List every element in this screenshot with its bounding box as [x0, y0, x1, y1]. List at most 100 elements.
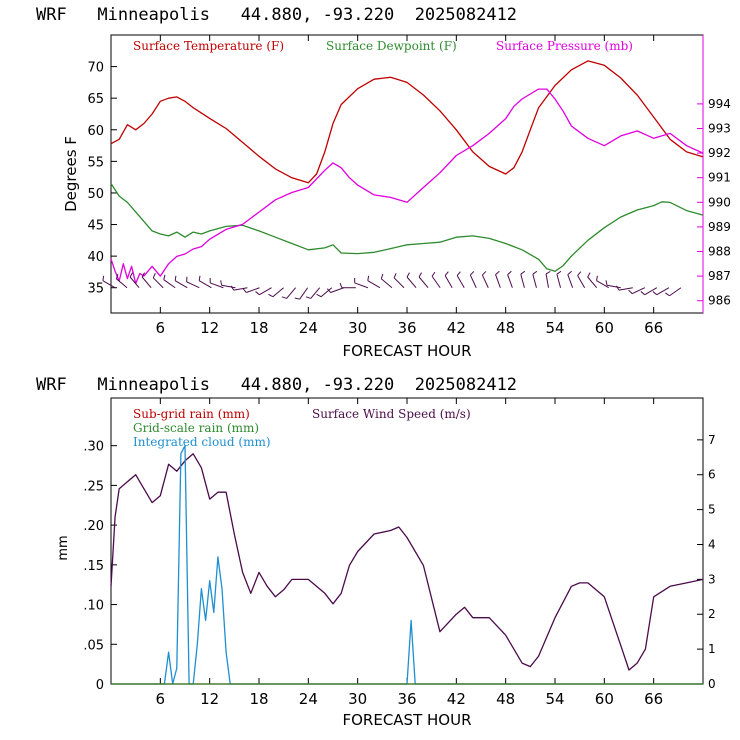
y2-tick-label: 3: [708, 572, 716, 586]
legend-temperature: Surface Temperature (F): [133, 39, 284, 53]
y2-tick-label: 988: [708, 244, 731, 258]
top-plot-frame: [110, 34, 704, 314]
wind-barb: [163, 274, 176, 289]
wind-barb: [652, 287, 670, 296]
legend-integrated-cloud: Integrated cloud (mm): [133, 435, 271, 449]
wind-barb: [354, 277, 369, 289]
wind-barb: [339, 282, 356, 289]
top-x-ticks: 6 12 18 24 30 36 42 48 54 60 66: [156, 35, 663, 337]
y-tick-label: 70: [87, 61, 104, 76]
y-tick-label: .25: [83, 479, 104, 494]
x-tick-label: 60: [595, 690, 614, 708]
legend-wind-speed: Surface Wind Speed (m/s): [312, 407, 471, 421]
bottom-x-axis-label: FORECAST HOUR: [342, 711, 471, 729]
y2-tick-label: 4: [708, 537, 716, 551]
wind-barb: [186, 276, 200, 289]
top-y2-ticks: 986 987 988 989 990 991 992 993 994: [697, 97, 731, 308]
wind-barb: [495, 270, 501, 288]
y2-tick-label: 2: [708, 607, 716, 621]
surface-wind-speed-line: [110, 453, 704, 671]
wind-barb: [469, 271, 477, 288]
y2-tick-label: 990: [708, 195, 731, 209]
top-panel-title: WRF Minneapolis 44.880, -93.220 20250824…: [36, 5, 517, 25]
x-tick-label: 66: [644, 690, 663, 708]
y2-tick-label: 991: [708, 171, 731, 185]
wind-barb: [220, 280, 236, 289]
x-tick-label: 60: [595, 319, 614, 337]
wind-barb: [587, 272, 598, 289]
y2-tick-label: 994: [708, 97, 731, 111]
bottom-series: [110, 445, 704, 685]
wind-barb: [198, 275, 212, 289]
wind-barb: [380, 273, 393, 289]
wind-barb: [115, 273, 128, 289]
x-tick-label: 18: [249, 690, 268, 708]
wind-barb: [507, 270, 513, 288]
y-tick-label: 45: [87, 219, 104, 234]
x-tick-label: 12: [200, 690, 219, 708]
surface-temperature-line: [110, 60, 704, 184]
wind-barb: [393, 273, 405, 289]
x-tick-label: 36: [397, 319, 416, 337]
y-tick-label: .05: [83, 638, 104, 653]
wind-barb: [305, 287, 321, 299]
x-tick-label: 6: [156, 319, 166, 337]
y-tick-label: .30: [83, 440, 104, 455]
wind-barb: [532, 270, 538, 288]
legend-dewpoint: Surface Dewpoint (F): [326, 39, 457, 53]
y-tick-label: 0: [96, 678, 104, 693]
legend-subgrid-rain: Sub-grid rain (mm): [133, 407, 250, 421]
wind-barb: [102, 275, 116, 289]
wind-barb: [141, 272, 152, 289]
wind-barb: [640, 287, 658, 296]
y-tick-label: 40: [87, 250, 104, 265]
x-tick-label: 30: [348, 690, 367, 708]
y2-tick-label: 5: [708, 503, 716, 517]
wind-barb: [628, 287, 646, 295]
wind-barb: [431, 271, 441, 289]
wind-barb: [567, 270, 574, 288]
x-tick-label: 12: [200, 319, 219, 337]
y-tick-label: 60: [87, 124, 104, 139]
x-tick-label: 6: [156, 690, 166, 708]
temperature-panel: WRF Minneapolis 44.880, -93.220 20250824…: [36, 5, 731, 360]
x-tick-label: 18: [249, 319, 268, 337]
wind-barb: [418, 272, 429, 289]
y2-tick-label: 6: [708, 468, 716, 482]
wind-barb: [616, 285, 633, 291]
y2-tick-label: 987: [708, 269, 731, 283]
wind-barb: [665, 287, 682, 297]
wind-barb: [605, 280, 621, 289]
wind-barb: [481, 271, 489, 288]
bottom-x-ticks: 6 12 18 24 30 36 42 48 54 60 66: [156, 398, 663, 708]
wind-barb: [230, 285, 248, 291]
wind-barb: [294, 287, 309, 300]
x-tick-label: 24: [299, 319, 318, 337]
top-series: [110, 60, 704, 285]
y2-tick-label: 0: [708, 677, 716, 691]
wind-barb: [268, 287, 284, 298]
wind-barb: [596, 275, 609, 289]
top-y-axis-label: Degrees F: [62, 136, 80, 212]
y-tick-label: 65: [87, 92, 104, 107]
top-x-axis-label: FORECAST HOUR: [342, 342, 471, 360]
x-tick-label: 42: [447, 690, 466, 708]
wind-barb: [556, 270, 562, 288]
wind-barb: [281, 287, 297, 299]
legend-pressure: Surface Pressure (mb): [496, 39, 633, 53]
top-y-ticks: 35 40 45 50 55 60 65 70: [87, 61, 117, 297]
integrated-cloud-line: [111, 445, 703, 685]
bottom-y-ticks: 0 .05 .10 .15 .20 .25 .30: [83, 440, 117, 693]
y-tick-label: .15: [83, 559, 104, 574]
wind-barb: [255, 287, 272, 296]
wind-barb: [129, 272, 140, 289]
wind-barb: [545, 270, 551, 288]
bottom-panel-title: WRF Minneapolis 44.880, -93.220 20250824…: [36, 375, 517, 395]
y2-tick-label: 989: [708, 220, 731, 234]
wind-barb: [242, 287, 260, 293]
surface-pressure-line: [110, 88, 704, 285]
x-tick-label: 66: [644, 319, 663, 337]
wind-barb: [316, 287, 333, 298]
wind-barb: [326, 287, 344, 293]
